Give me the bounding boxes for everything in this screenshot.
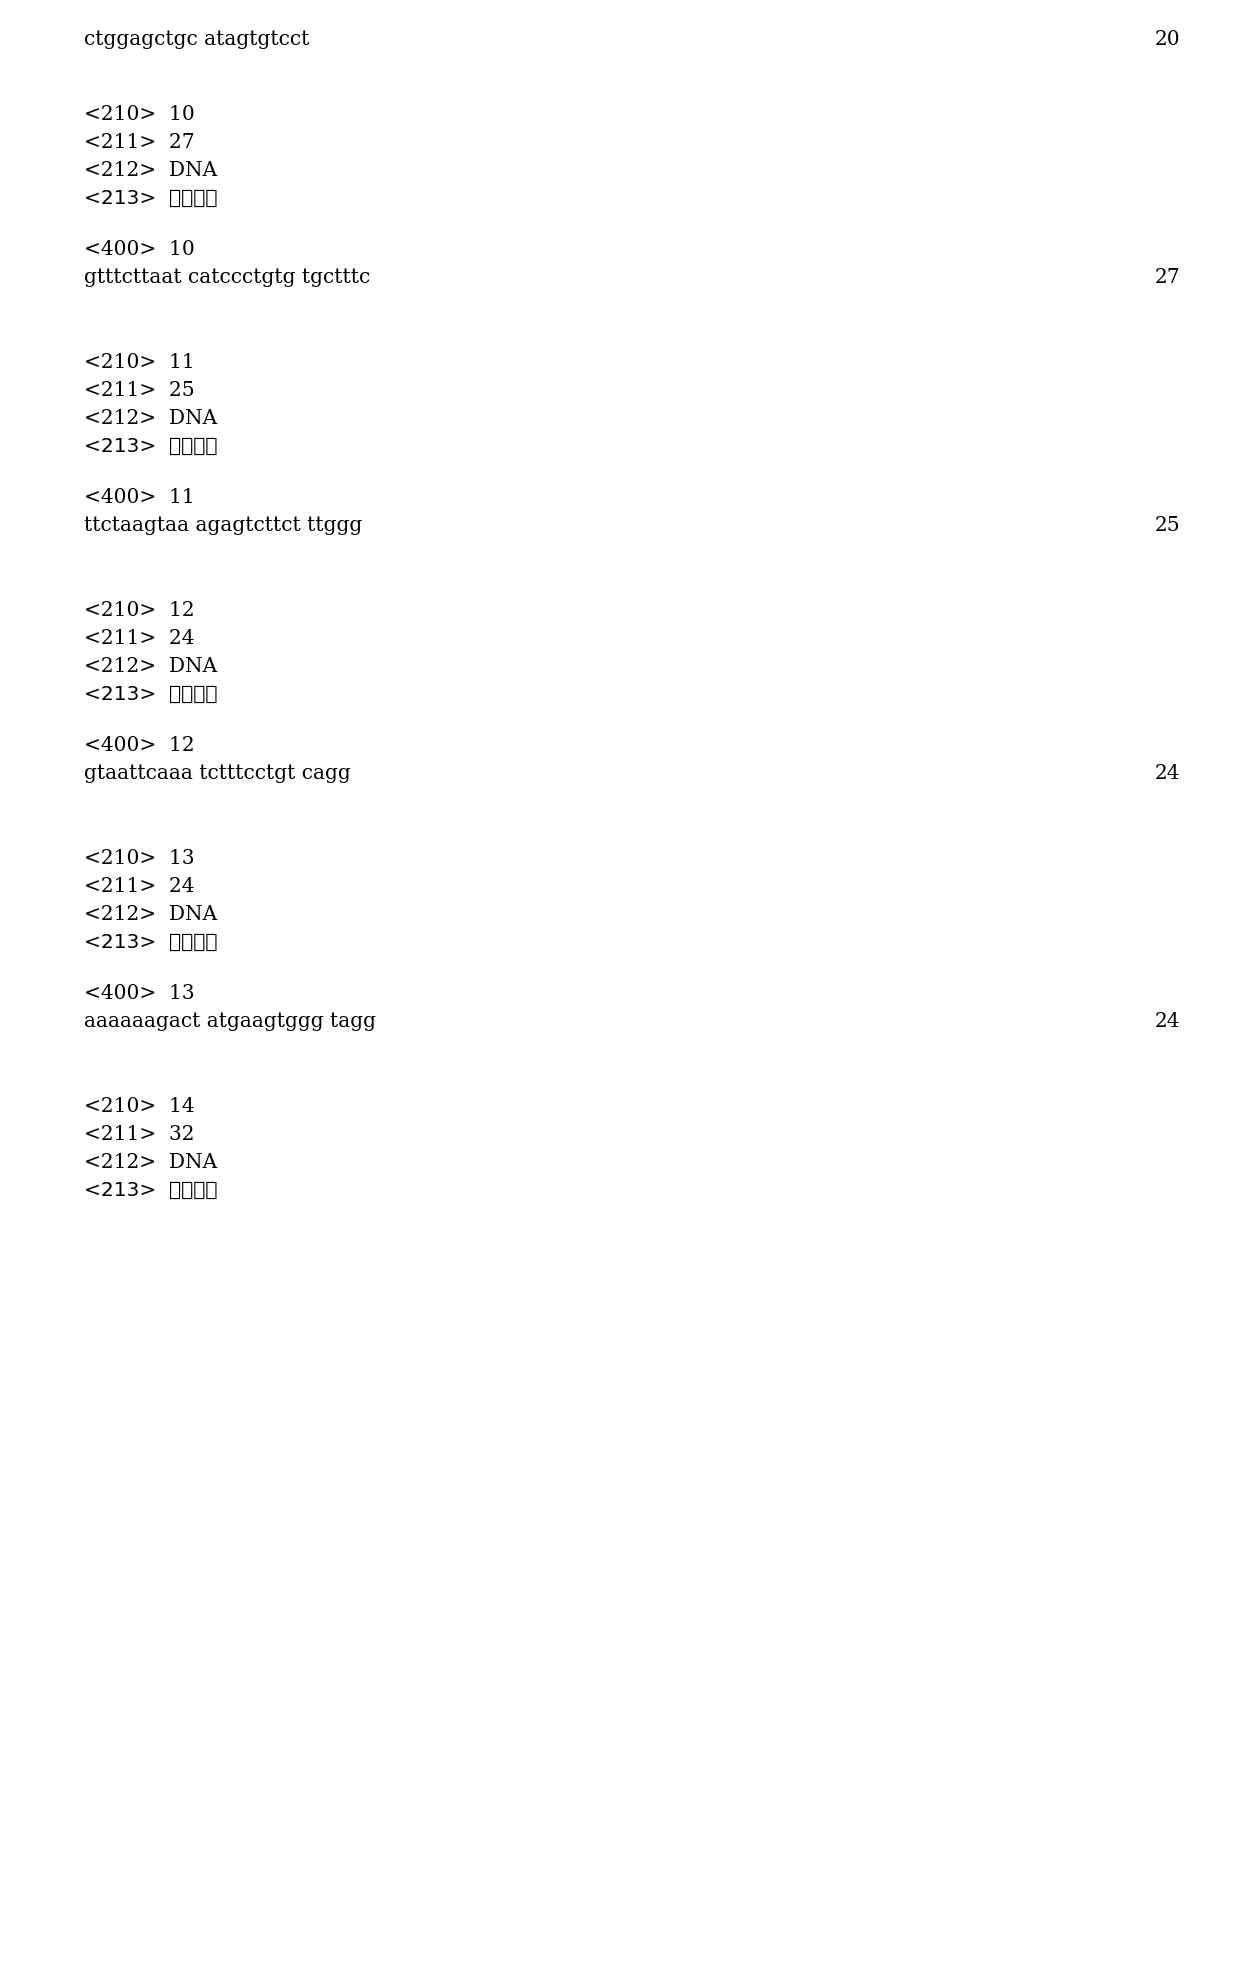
Text: ctggagctgc atagtgtcct: ctggagctgc atagtgtcct [84, 30, 310, 49]
Text: <210>  14: <210> 14 [84, 1097, 195, 1115]
Text: gtttcttaat catccctgtg tgctttc: gtttcttaat catccctgtg tgctttc [84, 268, 371, 288]
Text: <213>  人工序列: <213> 人工序列 [84, 437, 218, 455]
Text: <400>  13: <400> 13 [84, 983, 195, 1003]
Text: 27: 27 [1154, 268, 1180, 288]
Text: 25: 25 [1154, 516, 1180, 536]
Text: <210>  10: <210> 10 [84, 104, 195, 124]
Text: gtaattcaaa tctttcctgt cagg: gtaattcaaa tctttcctgt cagg [84, 764, 351, 782]
Text: <400>  11: <400> 11 [84, 489, 195, 506]
Text: <212>  DNA: <212> DNA [84, 658, 217, 676]
Text: <400>  12: <400> 12 [84, 737, 195, 755]
Text: <212>  DNA: <212> DNA [84, 904, 217, 924]
Text: <211>  25: <211> 25 [84, 380, 195, 400]
Text: <400>  10: <400> 10 [84, 240, 195, 258]
Text: <211>  24: <211> 24 [84, 628, 195, 648]
Text: <211>  24: <211> 24 [84, 877, 195, 896]
Text: aaaaaagact atgaagtggg tagg: aaaaaagact atgaagtggg tagg [84, 1013, 376, 1030]
Text: 24: 24 [1154, 1013, 1180, 1030]
Text: ttctaagtaa agagtcttct ttggg: ttctaagtaa agagtcttct ttggg [84, 516, 362, 536]
Text: <213>  人工序列: <213> 人工序列 [84, 189, 218, 209]
Text: <213>  人工序列: <213> 人工序列 [84, 934, 218, 952]
Text: <210>  11: <210> 11 [84, 353, 195, 372]
Text: <210>  13: <210> 13 [84, 849, 195, 869]
Text: 24: 24 [1154, 764, 1180, 782]
Text: <212>  DNA: <212> DNA [84, 1152, 217, 1172]
Text: <212>  DNA: <212> DNA [84, 410, 217, 427]
Text: <211>  27: <211> 27 [84, 134, 195, 152]
Text: <212>  DNA: <212> DNA [84, 162, 217, 179]
Text: <211>  32: <211> 32 [84, 1125, 195, 1145]
Text: <213>  人工序列: <213> 人工序列 [84, 1180, 218, 1200]
Text: <213>  人工序列: <213> 人工序列 [84, 686, 218, 703]
Text: 20: 20 [1154, 30, 1180, 49]
Text: <210>  12: <210> 12 [84, 601, 195, 621]
